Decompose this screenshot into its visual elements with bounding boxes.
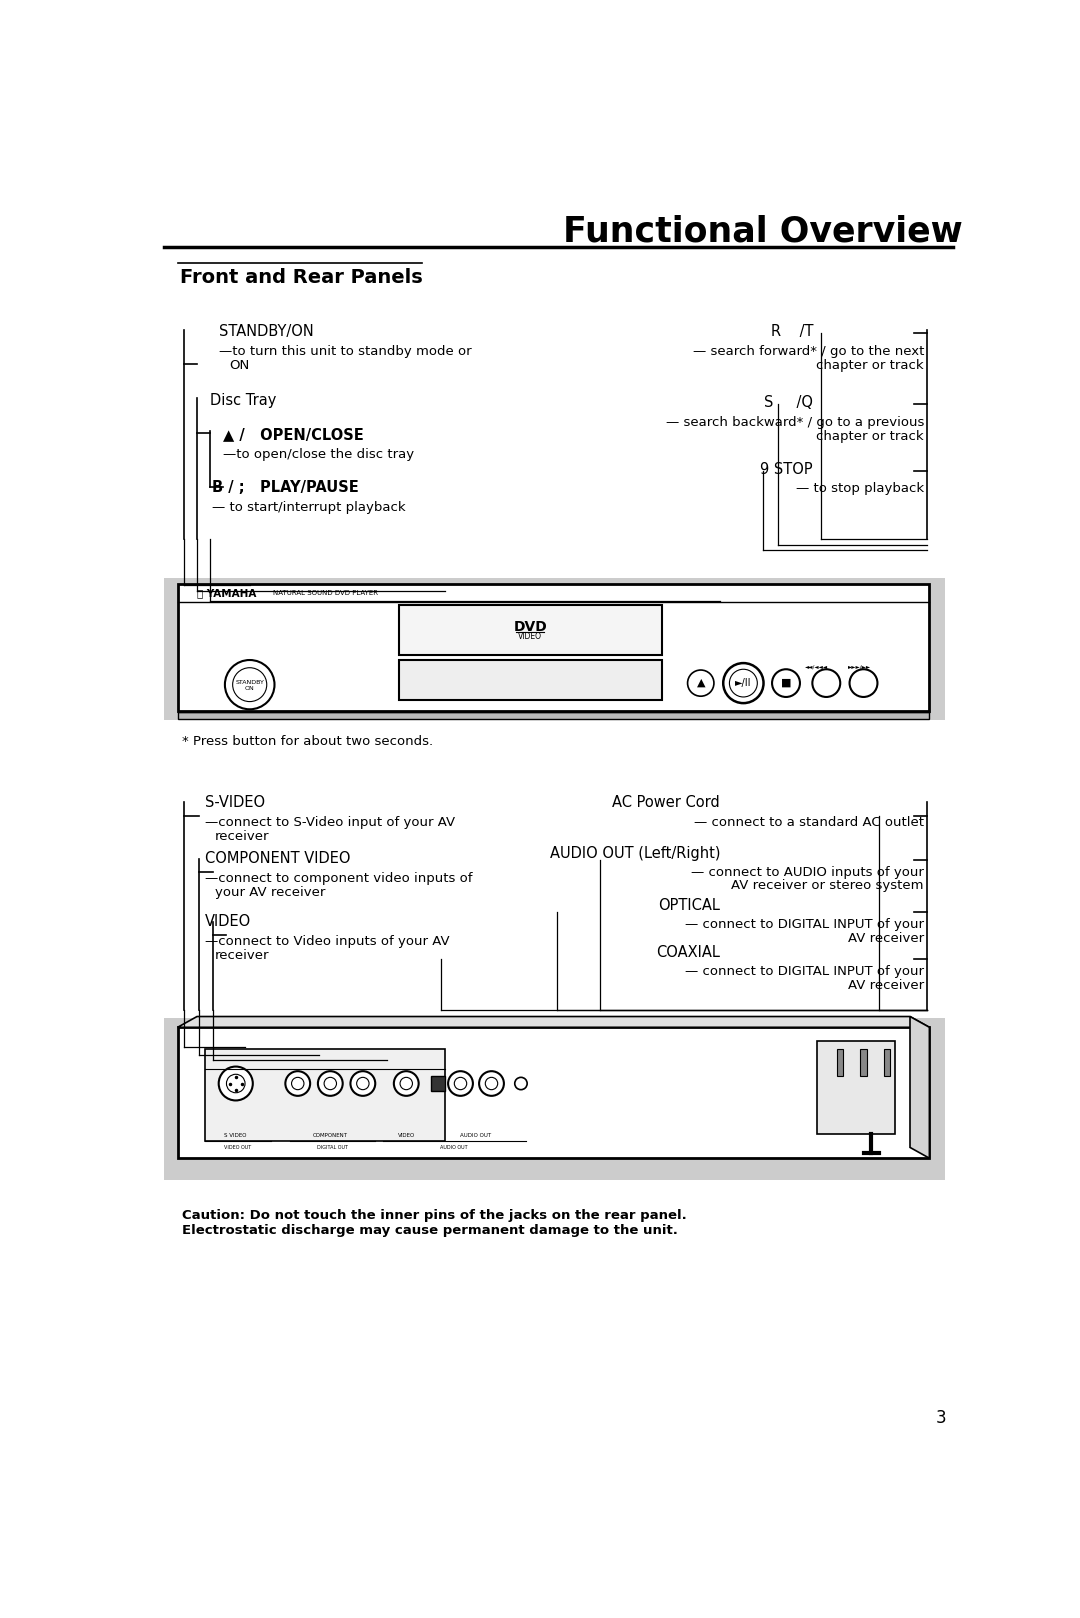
Text: Functional Overview: Functional Overview	[563, 214, 962, 248]
Circle shape	[688, 670, 714, 696]
Text: ▲: ▲	[697, 678, 705, 688]
Text: — connect to DIGITAL INPUT of your: — connect to DIGITAL INPUT of your	[685, 964, 924, 977]
Text: R    /T: R /T	[771, 324, 813, 338]
Text: COMPONENT: COMPONENT	[313, 1133, 348, 1137]
Circle shape	[724, 663, 764, 704]
Bar	[177, 1027, 930, 1158]
Circle shape	[285, 1071, 310, 1095]
Polygon shape	[910, 1016, 930, 1158]
Bar	[177, 712, 930, 718]
Text: —connect to Video inputs of your AV: —connect to Video inputs of your AV	[205, 935, 449, 948]
Text: AV receiver: AV receiver	[848, 932, 924, 945]
Bar	[861, 1048, 866, 1076]
Text: — to start/interrupt playback: — to start/interrupt playback	[213, 502, 406, 515]
Bar	[164, 578, 945, 720]
Text: —to open/close the disc tray: —to open/close the disc tray	[222, 448, 414, 461]
Text: your AV receiver: your AV receiver	[215, 885, 325, 898]
Text: DVD: DVD	[513, 620, 548, 634]
Text: ON: ON	[245, 686, 255, 691]
Text: AUDIO OUT (Left/Right): AUDIO OUT (Left/Right)	[550, 846, 720, 861]
Circle shape	[515, 1078, 527, 1089]
Text: VIDEO: VIDEO	[518, 631, 542, 641]
Text: AV receiver: AV receiver	[848, 979, 924, 992]
Circle shape	[812, 670, 840, 697]
Circle shape	[324, 1078, 337, 1089]
Text: Electrostatic discharge may cause permanent damage to the unit.: Electrostatic discharge may cause perman…	[181, 1225, 677, 1238]
Circle shape	[729, 670, 757, 697]
Text: S VIDEO: S VIDEO	[225, 1133, 247, 1137]
Text: receiver: receiver	[215, 830, 269, 843]
Text: — connect to DIGITAL INPUT of your: — connect to DIGITAL INPUT of your	[685, 917, 924, 930]
Circle shape	[227, 1074, 245, 1092]
Bar	[205, 1048, 445, 1141]
Text: ◄◄/◄◄◄: ◄◄/◄◄◄	[806, 665, 828, 670]
Text: —connect to component video inputs of: —connect to component video inputs of	[205, 872, 472, 885]
Text: VIDEO: VIDEO	[205, 914, 251, 929]
Text: —connect to S-Video input of your AV: —connect to S-Video input of your AV	[205, 817, 455, 830]
Bar	[883, 1048, 890, 1076]
Circle shape	[356, 1078, 369, 1089]
Circle shape	[485, 1078, 498, 1089]
Bar	[399, 605, 662, 655]
Circle shape	[455, 1078, 467, 1089]
Text: ►/II: ►/II	[735, 678, 752, 688]
Bar	[837, 1048, 843, 1076]
Circle shape	[850, 670, 877, 697]
Circle shape	[232, 668, 267, 702]
Text: STANDBY: STANDBY	[235, 680, 265, 684]
Circle shape	[225, 660, 274, 709]
Text: — search backward* / go to a previous: — search backward* / go to a previous	[665, 416, 924, 429]
Text: VIDEO OUT: VIDEO OUT	[224, 1146, 251, 1150]
Text: ■: ■	[781, 678, 792, 688]
Text: COAXIAL: COAXIAL	[657, 945, 720, 959]
Text: AC Power Cord: AC Power Cord	[612, 794, 720, 811]
Circle shape	[480, 1071, 504, 1095]
Text: ▲ /   OPEN/CLOSE: ▲ / OPEN/CLOSE	[222, 427, 363, 442]
Text: Ⓨ YAMAHA: Ⓨ YAMAHA	[197, 587, 256, 599]
Text: NATURAL SOUND DVD PLAYER: NATURAL SOUND DVD PLAYER	[273, 591, 378, 595]
Text: AUDIO OUT: AUDIO OUT	[441, 1146, 468, 1150]
Text: S     /Q: S /Q	[765, 395, 813, 411]
Circle shape	[394, 1071, 419, 1095]
Text: —to turn this unit to standby mode or: —to turn this unit to standby mode or	[218, 345, 471, 358]
Circle shape	[772, 670, 800, 697]
Text: 9 STOP: 9 STOP	[760, 463, 813, 477]
Text: S-VIDEO: S-VIDEO	[205, 794, 265, 811]
Bar	[816, 1040, 894, 1134]
Text: STANDBY/ON: STANDBY/ON	[218, 324, 313, 338]
Text: Disc Tray: Disc Tray	[211, 393, 276, 408]
Text: AUDIO OUT: AUDIO OUT	[460, 1133, 491, 1137]
Text: — search forward* / go to the next: — search forward* / go to the next	[692, 345, 924, 358]
Text: — to stop playback: — to stop playback	[796, 482, 924, 495]
Circle shape	[292, 1078, 303, 1089]
Circle shape	[318, 1071, 342, 1095]
Text: chapter or track: chapter or track	[816, 430, 924, 443]
Text: — connect to AUDIO inputs of your: — connect to AUDIO inputs of your	[691, 866, 924, 879]
Circle shape	[448, 1071, 473, 1095]
Text: chapter or track: chapter or track	[816, 359, 924, 372]
Text: B / ;   PLAY/PAUSE: B / ; PLAY/PAUSE	[213, 481, 360, 495]
Text: — connect to a standard AC outlet: — connect to a standard AC outlet	[694, 817, 924, 830]
Text: Caution: Do not touch the inner pins of the jacks on the rear panel.: Caution: Do not touch the inner pins of …	[181, 1209, 686, 1222]
Text: COMPONENT VIDEO: COMPONENT VIDEO	[205, 851, 350, 866]
Text: 3: 3	[935, 1409, 946, 1427]
Bar	[399, 660, 662, 701]
Text: ON: ON	[230, 359, 249, 372]
Text: * Press button for about two seconds.: * Press button for about two seconds.	[181, 735, 433, 748]
Text: Front and Rear Panels: Front and Rear Panels	[180, 269, 422, 286]
Text: OPTICAL: OPTICAL	[658, 898, 720, 913]
Bar	[164, 1018, 945, 1180]
Circle shape	[400, 1078, 413, 1089]
Text: receiver: receiver	[215, 948, 269, 961]
Bar	[177, 584, 930, 710]
Text: ►►►/►►: ►►►/►►	[848, 665, 872, 670]
Text: AV receiver or stereo system: AV receiver or stereo system	[731, 880, 924, 893]
Text: VIDEO: VIDEO	[397, 1133, 415, 1137]
Circle shape	[350, 1071, 375, 1095]
Bar	[431, 1076, 445, 1091]
Polygon shape	[177, 1016, 930, 1027]
Circle shape	[218, 1066, 253, 1100]
Text: DIGITAL OUT: DIGITAL OUT	[318, 1146, 348, 1150]
